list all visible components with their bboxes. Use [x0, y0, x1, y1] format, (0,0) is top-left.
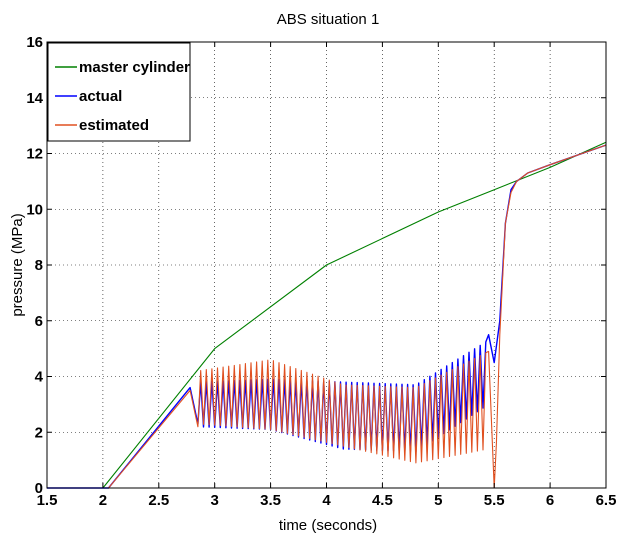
- y-tick-label: 0: [35, 480, 43, 497]
- y-tick-label: 10: [26, 201, 43, 218]
- series-layer: [47, 141, 607, 489]
- y-tick-label: 12: [26, 146, 43, 163]
- y-tick-label: 6: [35, 313, 43, 330]
- x-tick-label: 5.5: [484, 492, 505, 509]
- x-tick-label: 6: [546, 492, 554, 509]
- x-tick-label: 4: [322, 492, 331, 509]
- x-tick-label: 2: [99, 492, 107, 509]
- y-tick-label: 4: [35, 369, 44, 386]
- x-tick-label: 4.5: [372, 492, 393, 509]
- legend-label: master cylinder: [79, 59, 190, 76]
- x-tick-label: 6.5: [596, 492, 617, 509]
- x-tick-label: 1.5: [37, 492, 58, 509]
- y-tick-label: 2: [35, 424, 43, 441]
- legend: master cylinder actual estimated: [47, 42, 191, 142]
- y-axis-label: pressure (MPa): [9, 213, 26, 316]
- x-tick-label: 2.5: [148, 492, 169, 509]
- y-tick-label: 14: [26, 90, 43, 107]
- y-tick-label: 16: [26, 34, 43, 51]
- x-tick-label: 5: [434, 492, 442, 509]
- y-tick-label: 8: [35, 257, 43, 274]
- x-axis-label: time (seconds): [279, 517, 377, 534]
- series-line-estimated: [47, 144, 607, 489]
- legend-label: estimated: [79, 117, 149, 134]
- chart-title: ABS situation 1: [277, 11, 380, 28]
- x-tick-label: 3.5: [260, 492, 281, 509]
- legend-label: actual: [79, 88, 122, 105]
- series-line-master-cylinder: [47, 141, 607, 489]
- x-tick-label: 3: [211, 492, 219, 509]
